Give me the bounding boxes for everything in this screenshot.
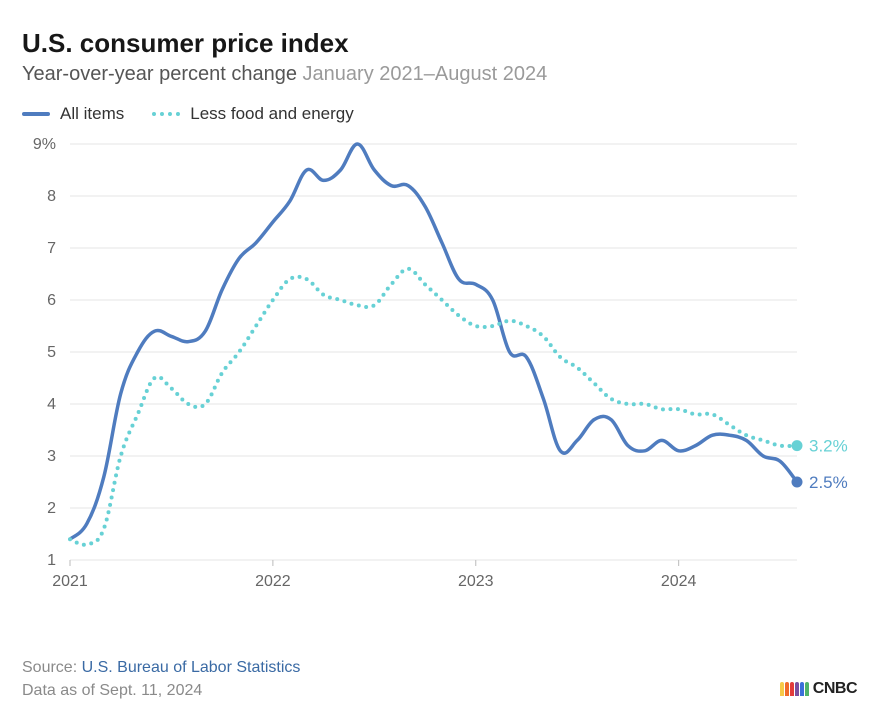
- svg-text:2: 2: [47, 500, 56, 517]
- svg-text:2.5%: 2.5%: [809, 473, 848, 492]
- svg-text:4: 4: [47, 396, 56, 413]
- subtitle-range: January 2021–August 2024: [303, 63, 548, 85]
- svg-text:2024: 2024: [661, 573, 697, 590]
- svg-text:2023: 2023: [458, 573, 494, 590]
- svg-text:2022: 2022: [255, 573, 291, 590]
- legend-item-core: Less food and energy: [152, 104, 354, 124]
- legend-label-core: Less food and energy: [190, 104, 354, 124]
- svg-text:6: 6: [47, 292, 56, 309]
- footer: Source: U.S. Bureau of Labor Statistics …: [22, 656, 300, 702]
- chart-svg: 1 2 3 4 5 6 7 8 9% 2021 2022 2023 2024 2.5% 3.2%: [22, 134, 861, 604]
- svg-text:3: 3: [47, 448, 56, 465]
- chart-area: 1 2 3 4 5 6 7 8 9% 2021 2022 2023 2024 2.5% 3.2%: [22, 134, 861, 604]
- source-link[interactable]: U.S. Bureau of Labor Statistics: [82, 659, 301, 676]
- legend-swatch-all-items: [22, 112, 50, 116]
- legend-item-all-items: All items: [22, 104, 124, 124]
- legend: All items Less food and energy: [22, 104, 861, 124]
- svg-text:3.2%: 3.2%: [809, 437, 848, 456]
- svg-text:2021: 2021: [52, 573, 88, 590]
- svg-text:1: 1: [47, 552, 56, 569]
- subtitle-prefix: Year-over-year percent change: [22, 63, 303, 85]
- data-as-of: Data as of Sept. 11, 2024: [22, 679, 300, 702]
- source-label: Source:: [22, 659, 82, 676]
- chart-subtitle: Year-over-year percent change January 20…: [22, 63, 861, 86]
- svg-text:5: 5: [47, 344, 56, 361]
- cnbc-text: CNBC: [813, 680, 857, 698]
- svg-text:8: 8: [47, 188, 56, 205]
- legend-swatch-core: [152, 112, 180, 116]
- legend-label-all-items: All items: [60, 104, 124, 124]
- peacock-icon: [780, 682, 810, 696]
- svg-text:9%: 9%: [33, 136, 56, 153]
- svg-text:7: 7: [47, 240, 56, 257]
- cnbc-logo: CNBC: [780, 680, 857, 698]
- chart-title: U.S. consumer price index: [22, 28, 861, 59]
